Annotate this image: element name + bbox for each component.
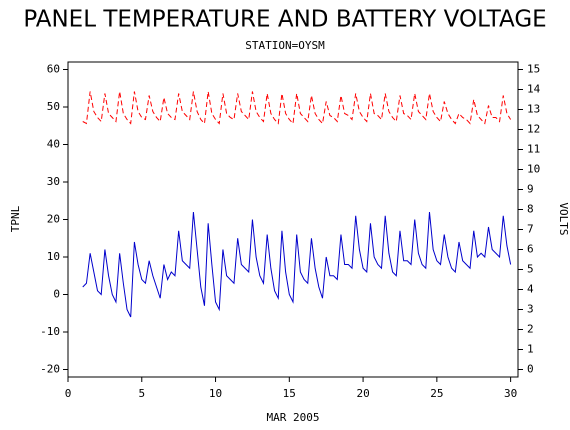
y2-tick-label: 13 bbox=[527, 103, 540, 116]
y2-tick-label: 2 bbox=[527, 323, 534, 336]
y2-tick-label: 1 bbox=[527, 343, 534, 356]
y-tick-label: -20 bbox=[40, 363, 60, 376]
x-tick-label: 10 bbox=[209, 387, 222, 400]
y2-tick-label: 0 bbox=[527, 363, 534, 376]
x-axis-label: MAR 2005 bbox=[267, 411, 320, 424]
y-tick-label: 30 bbox=[47, 175, 60, 188]
chart-subtitle: STATION=OYSM bbox=[245, 39, 325, 52]
y-tick-label: 10 bbox=[47, 250, 60, 263]
x-tick-label: 30 bbox=[504, 387, 517, 400]
x-tick-label: 20 bbox=[356, 387, 369, 400]
y2-tick-label: 4 bbox=[527, 283, 534, 296]
y2-tick-label: 15 bbox=[527, 63, 540, 76]
chart-title: PANEL TEMPERATURE AND BATTERY VOLTAGE bbox=[23, 7, 546, 33]
y2-tick-label: 9 bbox=[527, 183, 534, 196]
y-tick-label: 40 bbox=[47, 138, 60, 151]
y2-tick-label: 6 bbox=[527, 243, 534, 256]
y2-tick-label: 8 bbox=[527, 203, 534, 216]
y2-tick-label: 12 bbox=[527, 123, 540, 136]
y2-tick-label: 14 bbox=[527, 83, 541, 96]
x-tick-label: 5 bbox=[138, 387, 145, 400]
y2-tick-label: 7 bbox=[527, 223, 534, 236]
y-axis-label: TPNL bbox=[9, 205, 22, 232]
y2-tick-label: 5 bbox=[527, 263, 534, 276]
y-tick-label: 0 bbox=[53, 288, 60, 301]
data-line bbox=[82, 211, 512, 318]
x-tick-label: 25 bbox=[430, 387, 443, 400]
y2-tick-label: 11 bbox=[527, 143, 540, 156]
y2-tick-label: 10 bbox=[527, 163, 540, 176]
y-tick-label: 50 bbox=[47, 100, 60, 113]
x-tick-label: 15 bbox=[283, 387, 296, 400]
plot-frame bbox=[67, 61, 519, 378]
x-tick-label: 0 bbox=[65, 387, 72, 400]
y2-tick-label: 3 bbox=[527, 303, 534, 316]
y-tick-label: -10 bbox=[40, 325, 60, 338]
y2-axis-label: VOLTS bbox=[557, 202, 570, 235]
data-line bbox=[82, 91, 512, 125]
y-tick-label: 20 bbox=[47, 213, 60, 226]
y-tick-label: 60 bbox=[47, 63, 60, 76]
